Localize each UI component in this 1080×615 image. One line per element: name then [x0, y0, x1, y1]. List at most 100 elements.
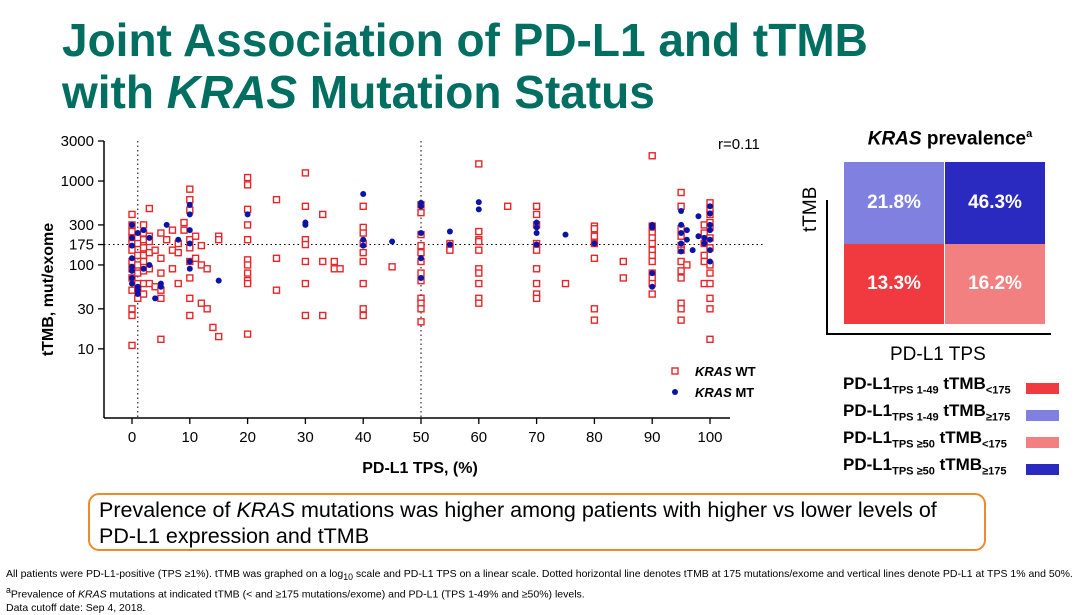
kras-mt-point	[186, 201, 193, 208]
kras-mt-point	[695, 213, 702, 220]
kras-wt-point	[180, 218, 188, 227]
kras-wt-point	[619, 257, 627, 266]
kras-wt-point	[532, 210, 541, 219]
kras-wt-point	[243, 261, 252, 269]
kras-mt-point	[695, 233, 702, 240]
kras-mt-point	[129, 242, 135, 249]
kras-mt-point	[475, 206, 482, 213]
kras-wt-point	[648, 239, 656, 248]
heatmap-cell: 21.8%	[844, 162, 944, 244]
kras-mt-point	[707, 203, 713, 210]
kras-mt-point	[689, 247, 696, 254]
kras-wt-point	[532, 279, 541, 288]
x-tick-label: 50	[413, 429, 430, 446]
kras-wt-point	[590, 225, 599, 233]
kras-wt-point	[168, 226, 177, 234]
heatmap-y-axis	[826, 200, 828, 335]
legend-swatch	[1026, 383, 1059, 394]
kras-wt-point	[301, 279, 310, 288]
footnote-sub: 10	[343, 572, 353, 583]
kras-wt-point	[128, 227, 136, 236]
kras-mt-point	[475, 199, 482, 206]
kras-wt-point	[180, 226, 188, 234]
kras-mt-point	[678, 240, 685, 247]
kras-wt-point	[475, 269, 483, 277]
kras-mt-point	[446, 241, 453, 248]
x-axis-label: PD-L1 TPS, (%)	[362, 460, 478, 477]
legend-ttmb: tTMB	[938, 374, 986, 393]
kras-wt-point	[214, 235, 223, 244]
legend-swatch	[1026, 410, 1059, 421]
kras-mt-point	[591, 240, 598, 247]
kras-wt-point	[359, 248, 367, 257]
heatmap-title-rest: prevalence	[921, 128, 1027, 150]
legend-tps: TPS ≥50	[892, 438, 935, 451]
kras-wt-point	[532, 294, 541, 303]
kras-mt-point	[140, 227, 147, 234]
kras-wt-point	[336, 265, 344, 273]
kras-mt-point	[186, 227, 193, 234]
kras-mt-point	[418, 203, 424, 210]
kras-wt-point	[677, 316, 685, 324]
kras-wt-point	[139, 290, 148, 298]
kras-mt-point	[186, 211, 193, 218]
kras-wt-point	[186, 311, 194, 320]
footnote-sup: a	[6, 585, 11, 596]
kras-wt-point	[319, 210, 327, 219]
kras-wt-point	[157, 254, 165, 263]
kras-mt-point	[146, 234, 153, 241]
kras-mt-point	[175, 236, 182, 243]
kras-wt-point	[186, 294, 194, 303]
kras-wt-point	[139, 221, 148, 229]
callout-post: mutations was higher among patients with…	[99, 498, 937, 548]
kras-mt-point	[163, 221, 170, 228]
kras-wt-point	[590, 254, 599, 263]
kras-wt-point	[157, 269, 165, 277]
kras-wt-point	[319, 311, 327, 320]
kras-wt-point	[417, 208, 425, 217]
kras-mt-point	[418, 230, 424, 237]
heatmap-cell: 16.2%	[945, 244, 1045, 324]
kras-wt-point	[301, 169, 310, 177]
kras-wt-point	[359, 257, 367, 266]
heatmap-cell: 13.3%	[844, 244, 944, 324]
y-tick-label: 30	[77, 301, 94, 318]
y-tick-label: 1000	[61, 173, 94, 190]
x-tick-label: 40	[355, 429, 372, 446]
kras-wt-point	[683, 261, 691, 269]
x-tick-label: 70	[528, 429, 545, 446]
key-finding-callout: Prevalence of KRAS mutations was higher …	[88, 493, 986, 551]
heatmap-x-label: PD-L1 TPS	[890, 344, 986, 365]
kras-wt-point	[214, 332, 223, 341]
kras-wt-point	[706, 269, 714, 277]
callout-kras: KRAS	[236, 498, 296, 522]
kras-wt-point	[359, 202, 367, 210]
title-line-1: Joint Association of PD-L1 and tTMB	[62, 14, 868, 66]
kras-mt-point	[129, 234, 135, 241]
kras-wt-point	[706, 294, 714, 303]
legend-threshold: <175	[982, 438, 1007, 451]
kras-wt-point	[359, 229, 367, 237]
kras-wt-point	[532, 246, 541, 254]
kras-mt-point	[418, 255, 424, 262]
correlation-annotation: r=0.11	[718, 136, 760, 153]
kras-wt-point	[532, 202, 541, 210]
kras-mt-point	[129, 255, 135, 262]
title-line-2-post: Mutation Status	[297, 66, 655, 118]
kras-wt-point	[475, 237, 483, 246]
kras-mt-point	[707, 227, 713, 234]
footnote-d: mutations at indicated tTMB (< and ≥175 …	[106, 588, 585, 601]
legend-label: KRAS WT	[695, 364, 756, 379]
kras-mt-point	[707, 236, 713, 243]
x-tick-label: 30	[297, 429, 314, 446]
y-tick-label: 10	[77, 341, 94, 358]
x-tick-label: 80	[586, 429, 603, 446]
kras-wt-point	[417, 241, 425, 250]
kras-mt-point	[215, 277, 222, 284]
kras-mt-point	[533, 219, 540, 226]
x-tick-label: 0	[128, 429, 136, 446]
kras-wt-point	[197, 299, 206, 307]
kras-mt-point	[152, 295, 159, 302]
kras-wt-point	[128, 210, 136, 219]
